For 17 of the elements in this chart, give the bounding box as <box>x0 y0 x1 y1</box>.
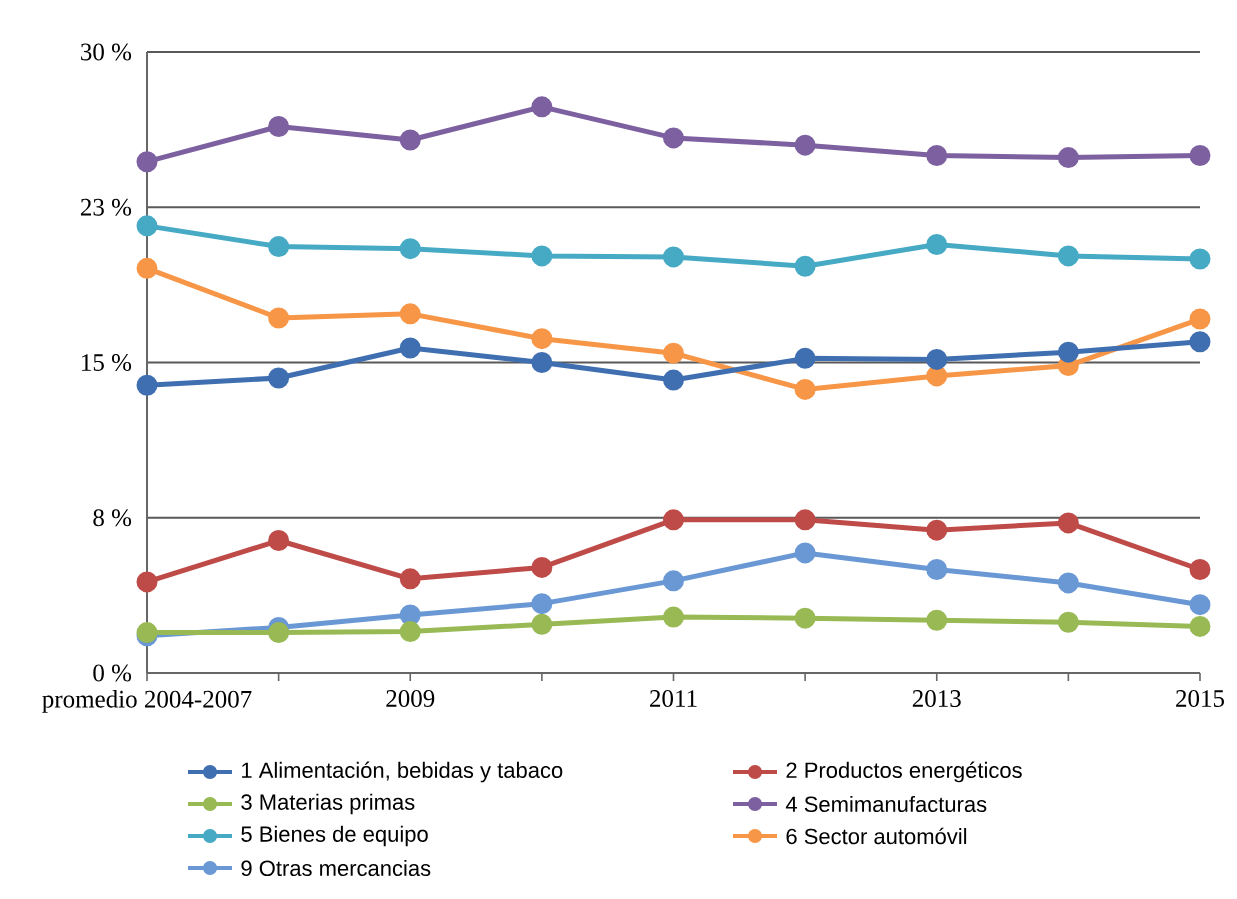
legend-label: 4 Semimanufacturas <box>785 795 987 813</box>
legend-label: 6 Sector automóvil <box>786 827 967 845</box>
y-tick-label: 0 % <box>93 664 132 682</box>
legend-label: 1 Alimentación, bebidas y tabaco <box>242 761 563 783</box>
y-tick-label: 23 % <box>80 198 132 216</box>
legend-label: 2 Productos energéticos <box>786 761 1022 783</box>
y-tick-label: 30 % <box>81 43 132 61</box>
x-tick-label: promedio 2004-2007 <box>42 690 252 713</box>
x-tick-label: 2009 <box>386 690 435 707</box>
x-tick-label: 2011 <box>650 690 697 707</box>
legend-label: 9 Otras mercancias <box>241 859 431 877</box>
y-tick-label: 8 % <box>93 509 132 527</box>
y-tick-label: 15 % <box>82 354 132 371</box>
x-tick-label: 2015 <box>1176 690 1224 707</box>
legend-label: 3 Materias primas <box>241 793 415 815</box>
legend-label: 5 Bienes de equipo <box>241 825 428 847</box>
x-tick-label: 2013 <box>912 690 961 707</box>
